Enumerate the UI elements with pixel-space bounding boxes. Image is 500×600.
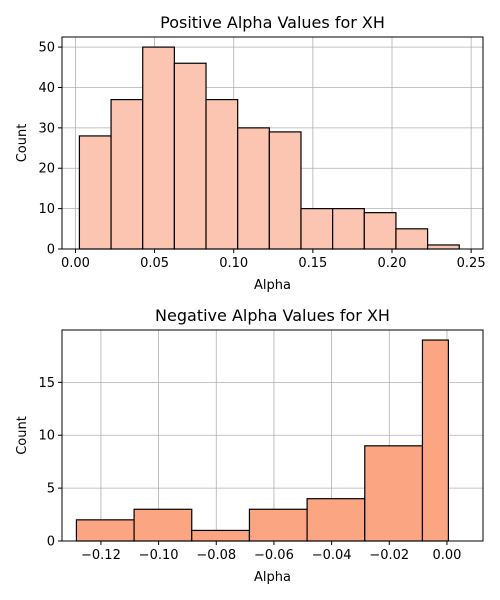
x-tick-label: −0.08 xyxy=(196,548,236,563)
histogram-bar xyxy=(191,529,251,542)
x-tick-label: −0.12 xyxy=(81,548,121,563)
x-tick-label: 0.25 xyxy=(457,256,486,271)
x-tick-label: 0.00 xyxy=(61,256,90,271)
positive-alpha-chart: 0.00 0.05 0.10 0.15 0.20 0.25 0 10 20 30 40 50 Posi… xyxy=(15,13,486,293)
histogram-bar xyxy=(306,498,366,542)
histogram-bar xyxy=(248,508,308,542)
x-tick-label: 0.20 xyxy=(378,256,407,271)
y-tick-label: 15 xyxy=(38,376,55,391)
histogram-bar xyxy=(332,208,365,250)
x-tick-label: 0.15 xyxy=(298,256,327,271)
x-tick-label: 0.00 xyxy=(432,548,461,563)
x-tick-label: 0.05 xyxy=(140,256,169,271)
x-tick-label: −0.04 xyxy=(312,548,352,563)
y-tick-label: 20 xyxy=(38,162,55,177)
histogram-bar xyxy=(421,339,449,542)
x-tick-label: −0.02 xyxy=(369,548,409,563)
y-tick-label: 30 xyxy=(38,121,55,136)
histogram-bar xyxy=(133,508,193,542)
y-tick-label: 10 xyxy=(38,429,55,444)
histogram-bar xyxy=(364,445,424,542)
axes: −0.12 −0.10 −0.08 −0.06 −0.04 −0.02 0.00 0 5 10 15 xyxy=(38,329,484,563)
chart-title: Negative Alpha Values for XH xyxy=(155,306,390,325)
histogram-bar xyxy=(173,62,207,250)
bars xyxy=(78,46,460,250)
histogram-bar xyxy=(205,98,239,250)
x-tick-label: −0.06 xyxy=(254,548,294,563)
negative-alpha-chart: −0.12 −0.10 −0.08 −0.06 −0.04 −0.02 0.00 0 5 10 15… xyxy=(15,306,484,585)
chart-title: Positive Alpha Values for XH xyxy=(160,13,385,32)
axes: 0.00 0.05 0.10 0.15 0.20 0.25 0 10 20 30 40 50 xyxy=(38,36,486,271)
y-tick-label: 10 xyxy=(38,202,55,217)
histogram-bar xyxy=(363,212,397,250)
histogram-bar xyxy=(75,519,135,542)
y-tick-label: 50 xyxy=(38,41,55,56)
histogram-bar xyxy=(395,228,429,250)
bars xyxy=(75,339,449,542)
histogram-bar xyxy=(142,46,175,250)
histogram-bar xyxy=(78,135,112,250)
y-tick-label: 0 xyxy=(47,535,55,550)
y-tick-label: 0 xyxy=(47,243,55,258)
x-tick-label: −0.10 xyxy=(139,548,179,563)
y-axis-label: Count xyxy=(15,416,30,455)
histogram-bar xyxy=(300,208,334,250)
histogram-bar xyxy=(110,98,144,250)
plot-frame xyxy=(61,36,484,250)
y-tick-label: 5 xyxy=(47,482,55,497)
histogram-bar xyxy=(268,131,302,250)
x-axis-label: Alpha xyxy=(254,570,291,585)
y-axis-label: Count xyxy=(15,124,30,163)
x-axis-label: Alpha xyxy=(254,278,291,293)
histogram-bar xyxy=(427,244,460,250)
histogram-bar xyxy=(237,127,270,250)
x-tick-label: 0.10 xyxy=(219,256,248,271)
y-tick-label: 40 xyxy=(38,81,55,96)
